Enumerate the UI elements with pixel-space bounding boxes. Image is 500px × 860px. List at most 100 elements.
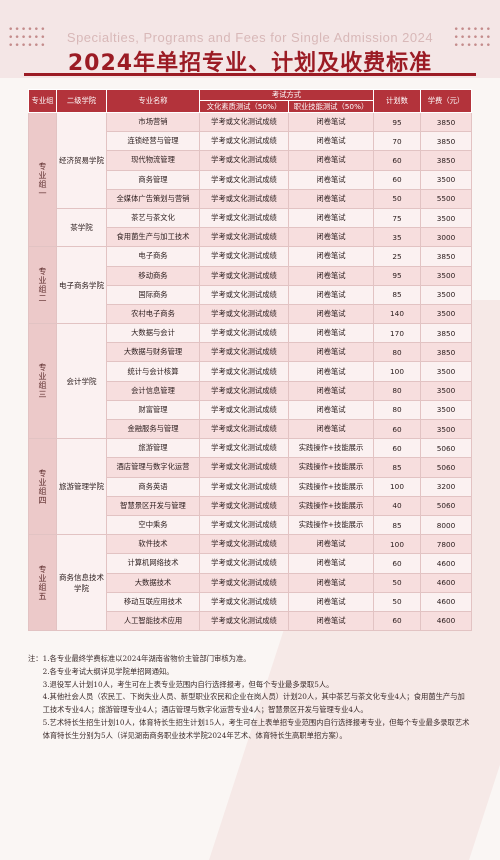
fee-cell: 3200 (420, 476, 472, 497)
plan-cell: 140 (373, 303, 421, 325)
plan-cell: 95 (373, 111, 421, 133)
culture-exam-cell: 学考或文化测试成绩 (199, 591, 289, 612)
fee-cell: 3850 (420, 246, 472, 267)
major-cell: 智慧景区开发与管理 (106, 495, 200, 516)
table-row: 农村电子商务 学考或文化测试成绩 闭卷笔试 140 3500 (29, 303, 472, 325)
plan-cell: 85 (373, 284, 421, 305)
table-row: 食用菌生产与加工技术 学考或文化测试成绩 闭卷笔试 35 3000 (29, 227, 472, 248)
notes-label: 注： (28, 654, 43, 663)
fee-cell: 4600 (420, 610, 472, 632)
skill-exam-cell: 闭卷笔试 (288, 150, 374, 171)
skill-exam-cell: 闭卷笔试 (288, 610, 374, 632)
major-cell: 大数据与会计 (106, 323, 200, 344)
major-cell: 现代物流管理 (106, 150, 200, 171)
note-item: 注： 5.艺术特长生招生计划10人，体育特长生招生计划15人，考生可在上表单招专… (28, 717, 472, 743)
culture-exam-cell: 学考或文化测试成绩 (199, 399, 289, 421)
skill-exam-cell: 实践操作+技能展示 (288, 476, 374, 497)
major-cell: 大数据技术 (106, 572, 200, 593)
table-row: 移动互联应用技术 学考或文化测试成绩 闭卷笔试 50 4600 (29, 591, 472, 612)
fee-cell: 3500 (420, 399, 472, 421)
major-cell: 移动互联应用技术 (106, 591, 200, 612)
culture-exam-cell: 学考或文化测试成绩 (199, 303, 289, 325)
major-cell: 食用菌生产与加工技术 (106, 227, 200, 248)
fee-cell: 3850 (420, 323, 472, 344)
header-exam-skill: 职业技能测试（50%） (288, 100, 374, 113)
table-row: 专业组二 电子商务学院 电子商务 学考或文化测试成绩 闭卷笔试 25 3850 (28, 246, 472, 325)
college-cell: 商务信息技术学院 (56, 534, 107, 632)
table-header: 专业组 二级学院 专业名称 考试方式 计划数 学费（元） 文化素质测试（50%）… (28, 89, 472, 113)
plan-cell: 70 (373, 131, 421, 152)
major-cell: 计算机网络技术 (106, 553, 200, 574)
culture-exam-cell: 学考或文化测试成绩 (199, 342, 289, 363)
table-row: 茶学院 茶艺与茶文化 学考或文化测试成绩 闭卷笔试 75 3500 (29, 207, 472, 248)
plan-cell: 100 (373, 361, 421, 382)
table-body: 专业组一 经济贸易学院 市场营销 学考或文化测试成绩 闭卷笔试 95 3850 连锁经营与管理… (28, 111, 472, 632)
title-underline (24, 73, 476, 76)
culture-exam-cell: 学考或文化测试成绩 (199, 476, 289, 497)
fee-cell: 3850 (420, 150, 472, 171)
skill-exam-cell: 闭卷笔试 (288, 207, 374, 229)
note-text: 2.各专业考试大纲详见学院单招网通知。 (42, 666, 174, 676)
skill-exam-cell: 闭卷笔试 (288, 591, 374, 612)
note-item: 注： 4.其他社会人员（农民工、下岗失业人员、新型职业农民和企业在岗人员）计划2… (28, 691, 472, 717)
major-cell: 连锁经营与管理 (106, 131, 200, 152)
header-plan: 计划数 (373, 89, 421, 113)
table-row: 专业组三 会计学院 大数据与会计 学考或文化测试成绩 闭卷笔试 170 3850 (28, 323, 472, 440)
plan-cell: 100 (373, 476, 421, 497)
skill-exam-cell: 实践操作+技能展示 (288, 495, 374, 516)
dot-pattern-decoration: •••••• •••••• •••••• (453, 25, 492, 51)
skill-exam-cell: 闭卷笔试 (288, 534, 374, 555)
skill-exam-cell: 闭卷笔试 (288, 169, 374, 190)
college-cell: 经济贸易学院 (56, 112, 107, 209)
culture-exam-cell: 学考或文化测试成绩 (199, 131, 289, 152)
note-item: 注： 2.各专业考试大纲详见学院单招网通知。 (28, 666, 472, 679)
fee-cell: 5500 (420, 188, 472, 209)
skill-exam-cell: 实践操作+技能展示 (288, 438, 374, 459)
plan-cell: 60 (373, 553, 421, 574)
plan-cell: 80 (373, 380, 421, 401)
culture-exam-cell: 学考或文化测试成绩 (199, 514, 289, 536)
plan-cell: 60 (373, 418, 421, 440)
note-text: 5.艺术特长生招生计划10人，体育特长生招生计划15人，考生可在上表单招专业范围… (42, 717, 470, 740)
major-cell: 酒店管理与数字化运营 (106, 457, 200, 478)
major-cell: 金融服务与管理 (106, 418, 200, 440)
skill-exam-cell: 闭卷笔试 (288, 380, 374, 401)
fee-cell: 3850 (420, 131, 472, 152)
fee-cell: 3500 (420, 169, 472, 190)
major-cell: 统计与会计核算 (106, 361, 200, 382)
group-cell: 专业组一 (28, 111, 57, 248)
plan-cell: 170 (373, 323, 421, 344)
culture-exam-cell: 学考或文化测试成绩 (199, 553, 289, 574)
fee-cell: 3500 (420, 303, 472, 325)
table-row: 商务英语 学考或文化测试成绩 实践操作+技能展示 100 3200 (29, 476, 472, 497)
skill-exam-cell: 闭卷笔试 (288, 399, 374, 421)
major-cell: 移动商务 (106, 265, 200, 286)
culture-exam-cell: 学考或文化测试成绩 (199, 495, 289, 516)
major-cell: 商务管理 (106, 169, 200, 190)
dot-pattern-decoration: •••••• •••••• •••••• (8, 25, 47, 51)
table-row: 专业组四 旅游管理学院 旅游管理 学考或文化测试成绩 实践操作+技能展示 60 5060 (28, 438, 472, 536)
skill-exam-cell: 闭卷笔试 (288, 361, 374, 382)
plan-cell: 85 (373, 514, 421, 536)
culture-exam-cell: 学考或文化测试成绩 (199, 457, 289, 478)
fee-cell: 3850 (420, 111, 472, 133)
major-cell: 国际商务 (106, 284, 200, 305)
major-cell: 茶艺与茶文化 (106, 207, 200, 229)
skill-exam-cell: 闭卷笔试 (288, 111, 374, 133)
culture-exam-cell: 学考或文化测试成绩 (199, 323, 289, 344)
culture-exam-cell: 学考或文化测试成绩 (199, 111, 289, 133)
table-row: 商务管理 学考或文化测试成绩 闭卷笔试 60 3500 (29, 169, 472, 190)
culture-exam-cell: 学考或文化测试成绩 (199, 188, 289, 209)
header-fee: 学费（元） (420, 89, 472, 113)
fee-cell: 3500 (420, 207, 472, 229)
culture-exam-cell: 学考或文化测试成绩 (199, 169, 289, 190)
header-group: 专业组 (28, 89, 57, 113)
culture-exam-cell: 学考或文化测试成绩 (199, 246, 289, 267)
fee-cell: 4600 (420, 591, 472, 612)
fee-cell: 4600 (420, 572, 472, 593)
header-college: 二级学院 (56, 89, 107, 113)
major-cell: 全媒体广告策划与营销 (106, 188, 200, 209)
fee-cell: 4600 (420, 553, 472, 574)
table-row: 会计信息管理 学考或文化测试成绩 闭卷笔试 80 3500 (29, 380, 472, 401)
page-title: 2024年单招专业、计划及收费标准 (67, 51, 433, 76)
